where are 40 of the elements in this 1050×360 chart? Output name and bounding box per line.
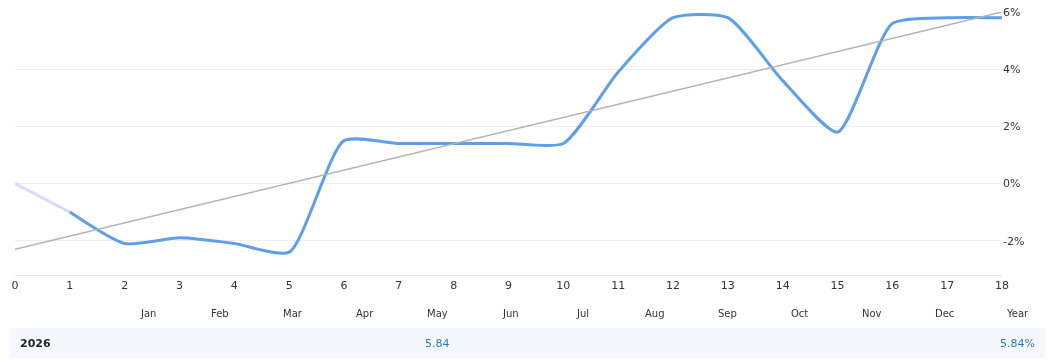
text: Feb: [211, 308, 229, 319]
y-tick-label: 6%: [1003, 5, 1021, 19]
text: 2026: [20, 337, 51, 350]
y-tick-label: 4%: [1003, 63, 1021, 77]
y-tick-label: 2%: [1003, 120, 1021, 134]
x-tick-label: 11: [611, 279, 626, 293]
text: Aug: [645, 308, 665, 319]
x-tick-label: 17: [940, 279, 955, 293]
x-tick-label: 4: [230, 279, 238, 293]
x-tick-label: 12: [666, 279, 680, 293]
text: Nov: [862, 308, 882, 319]
x-tick-label: 14: [775, 279, 790, 293]
text: 5.84: [425, 337, 450, 350]
text: Jun: [502, 308, 519, 319]
text: Apr: [356, 308, 375, 319]
text: Mar: [283, 308, 303, 319]
text: Dec: [935, 308, 955, 319]
text: Oct: [791, 308, 809, 319]
text: May: [427, 308, 448, 319]
y-tick-label: 0%: [1003, 177, 1021, 191]
x-tick-label: 18: [995, 279, 1009, 293]
text: Jan: [140, 308, 157, 319]
x-tick-label: 16: [885, 279, 900, 293]
x-tick-label: 8: [450, 279, 458, 293]
x-tick-label: 13: [720, 279, 735, 293]
text: 5.84%: [1000, 337, 1035, 350]
x-tick-label: 7: [395, 279, 403, 293]
x-tick-label: 5: [285, 279, 293, 293]
x-tick-label: 9: [505, 279, 512, 293]
x-tick-label: 1: [66, 279, 74, 293]
x-tick-label: 15: [830, 279, 845, 293]
y-tick-label: -2%: [1003, 234, 1025, 248]
text: Jul: [576, 308, 590, 319]
text: Year: [1006, 308, 1030, 319]
text: Sep: [718, 308, 737, 319]
x-tick-label: 0: [11, 279, 19, 293]
x-tick-label: 3: [176, 279, 183, 293]
x-tick-label: 6: [340, 279, 348, 293]
x-tick-label: 10: [556, 279, 571, 293]
x-tick-label: 2: [121, 279, 129, 293]
